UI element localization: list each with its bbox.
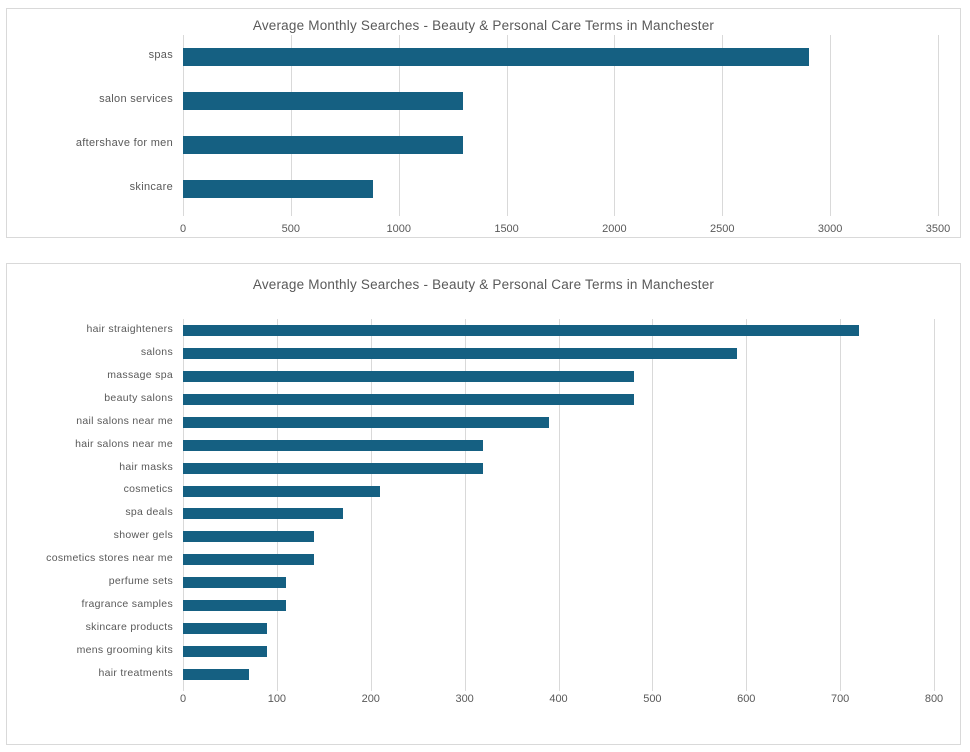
x-tick-label: 0 — [179, 223, 187, 235]
axis-line — [183, 319, 184, 691]
bar — [183, 577, 287, 589]
category-label: skincare — [129, 181, 173, 194]
category-label: fragrance samples — [81, 598, 173, 611]
category-label: shower gels — [113, 529, 173, 542]
gridline — [558, 319, 560, 691]
bar — [183, 370, 634, 382]
bar — [183, 485, 381, 497]
category-label: salons — [140, 345, 173, 358]
bar — [183, 669, 249, 681]
category-label: nail salons near me — [76, 414, 173, 427]
chart-panel-top: Average Monthly Searches - Beauty & Pers… — [6, 8, 961, 238]
x-tick-label: 300 — [455, 693, 474, 705]
gridline — [722, 35, 724, 216]
category-label: salon services — [99, 93, 173, 106]
category-label: cosmetics stores near me — [46, 552, 173, 565]
bar — [183, 462, 484, 474]
gridline — [398, 35, 400, 216]
gridline — [746, 319, 748, 691]
chart-title: Average Monthly Searches - Beauty & Pers… — [252, 18, 715, 33]
x-tick-label: 700 — [830, 693, 850, 705]
x-tick-label: 500 — [281, 223, 301, 235]
category-label: hair straighteners — [86, 322, 173, 335]
bar — [183, 646, 268, 658]
category-label: hair salons near me — [75, 437, 173, 450]
gridline — [290, 35, 292, 216]
x-tick-label: 2500 — [710, 223, 735, 235]
bar — [183, 393, 634, 405]
bar — [183, 531, 315, 543]
bar — [183, 180, 373, 198]
category-label: mens grooming kits — [76, 644, 173, 657]
category-label: hair treatments — [98, 666, 173, 679]
bar — [183, 416, 550, 428]
gridline — [370, 319, 372, 691]
plot-area-bottom: 0 100 200 300 400 500 600 700 800 hair straighten… — [46, 319, 943, 705]
gridline — [652, 319, 654, 691]
gridline — [934, 319, 935, 691]
x-tick-label: 1500 — [494, 223, 519, 235]
category-label: cosmetics — [123, 483, 173, 496]
category-label: perfume sets — [108, 575, 173, 588]
x-tick-label: 400 — [549, 693, 568, 705]
bar — [183, 48, 809, 66]
x-tick-label: 600 — [737, 693, 756, 705]
bar — [183, 623, 268, 635]
category-label: spas — [148, 49, 173, 62]
x-tick-label: 3500 — [925, 223, 951, 235]
category-label: massage spa — [107, 368, 173, 381]
gridline — [276, 319, 278, 691]
bar — [183, 92, 464, 110]
gridline — [464, 319, 466, 691]
chart-panel-bottom: Average Monthly Searches - Beauty & Pers… — [6, 263, 961, 745]
x-tick-label: 0 — [179, 693, 187, 705]
bar — [183, 554, 315, 566]
x-tick-label: 200 — [361, 693, 380, 705]
bar — [183, 508, 343, 520]
x-tick-label: 3000 — [817, 223, 843, 235]
bar — [183, 600, 287, 612]
x-tick-label: 100 — [267, 693, 287, 705]
axis-line — [183, 35, 184, 216]
gridline — [614, 35, 616, 216]
category-label: skincare products — [85, 621, 173, 634]
chart-title: Average Monthly Searches - Beauty & Pers… — [252, 277, 715, 292]
bar — [183, 136, 464, 154]
category-label: hair masks — [119, 460, 173, 473]
category-label: beauty salons — [104, 391, 173, 404]
x-tick-label: 500 — [643, 693, 662, 705]
gridline — [840, 319, 842, 691]
x-tick-label: 1000 — [386, 223, 411, 235]
bar — [183, 439, 484, 451]
x-tick-label: 800 — [924, 693, 944, 705]
plot-area-top: 0 500 1000 1500 2000 2500 3000 3500 spas salon se… — [76, 35, 950, 235]
x-tick-label: 2000 — [602, 223, 627, 235]
bar — [183, 324, 859, 336]
gridline — [938, 35, 939, 216]
category-label: aftershave for men — [75, 137, 173, 150]
bar — [183, 347, 737, 359]
gridline — [506, 35, 508, 216]
category-label: spa deals — [125, 506, 173, 519]
gridline — [830, 35, 832, 216]
